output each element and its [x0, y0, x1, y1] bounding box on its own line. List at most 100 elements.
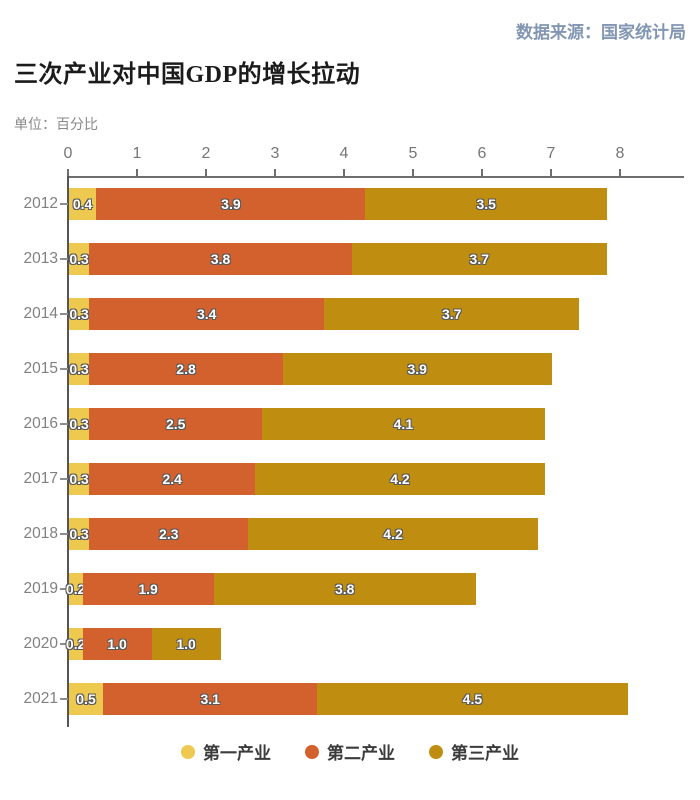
bar-segment-第三产业: 3.7	[324, 298, 580, 330]
bar-segment-第一产业: 0.3	[68, 463, 90, 495]
legend-dot-icon	[305, 744, 319, 759]
bar-value-label: 3.9	[221, 196, 241, 212]
y-axis-tick	[60, 368, 68, 370]
bar-row: 0.2 1.0 1.0	[65, 628, 221, 660]
bar-value-label: 0.4	[72, 196, 93, 212]
bar-value-label: 3.7	[441, 306, 462, 322]
bar-value-label: 3.7	[469, 251, 489, 267]
bar-segment-第一产业: 0.3	[68, 243, 90, 275]
legend-label: 第三产业	[451, 744, 519, 763]
bar-segment-第三产业: 4.5	[317, 683, 628, 715]
x-axis-tick	[619, 169, 621, 176]
y-axis-tick	[60, 258, 68, 260]
year-label: 2019	[23, 580, 58, 597]
bar-segment-第一产业: 0.5	[68, 683, 104, 715]
bar-segment-第一产业: 0.2	[65, 628, 86, 660]
bar-value-label: 2.3	[159, 526, 179, 542]
bar-row: 0.4 3.9 3.5	[68, 188, 607, 220]
x-axis-line	[68, 176, 684, 178]
legend-label: 第一产业	[203, 744, 271, 763]
bar-segment-第三产业: 4.2	[248, 518, 538, 550]
y-axis-tick	[60, 478, 68, 480]
bar-value-label: 0.5	[76, 691, 96, 707]
bar-value-label: 3.4	[197, 306, 217, 322]
bar-segment-第一产业: 0.4	[68, 188, 97, 220]
bar-row: 0.5 3.1 4.5	[68, 683, 628, 715]
bar-value-label: 0.2	[65, 636, 86, 652]
bar-value-label: 1.9	[138, 581, 158, 597]
bar-segment-第一产业: 0.3	[68, 353, 90, 385]
x-axis-tick-label: 5	[408, 145, 418, 162]
legend-item-第一产业: 第一产业	[181, 739, 271, 764]
bar-segment-第二产业: 2.3	[89, 518, 249, 550]
bar-row: 0.3 2.8 3.9	[68, 353, 552, 385]
y-axis-tick	[60, 203, 68, 205]
bar-segment-第二产业: 1.0	[82, 628, 152, 660]
bar-segment-第三产业: 1.0	[151, 628, 221, 660]
bar-segment-第二产业: 1.9	[82, 573, 214, 605]
bar-segment-第一产业: 0.2	[65, 573, 86, 605]
bar-segment-第一产业: 0.3	[68, 408, 90, 440]
bar-row: 0.3 2.5 4.1	[68, 408, 545, 440]
legend-label: 第二产业	[327, 744, 395, 763]
year-label: 2015	[23, 360, 58, 377]
bar-value-label: 4.2	[383, 526, 403, 542]
bar-value-label: 1.0	[107, 636, 127, 652]
bar-row: 0.2 1.9 3.8	[65, 573, 476, 605]
bar-value-label: 0.3	[69, 526, 89, 542]
y-axis-tick	[60, 698, 68, 700]
bar-value-label: 4.5	[462, 691, 483, 707]
bar-segment-第二产业: 3.8	[89, 243, 352, 275]
bar-value-label: 0.3	[69, 251, 89, 267]
x-axis-tick	[274, 169, 276, 176]
x-axis-tick-label: 1	[132, 145, 142, 162]
chart-legend: 第一产业 第二产业 第三产业	[0, 739, 700, 764]
y-axis-tick	[60, 313, 68, 315]
bar-segment-第三产业: 3.7	[351, 243, 607, 275]
year-label: 2016	[23, 415, 58, 432]
bar-value-label: 2.8	[176, 361, 196, 377]
year-label: 2017	[23, 470, 58, 487]
y-axis-tick	[60, 643, 68, 645]
bar-row: 0.3 3.8 3.7	[68, 243, 607, 275]
x-axis-tick	[67, 169, 69, 176]
y-axis-tick	[60, 588, 68, 590]
bar-segment-第三产业: 3.5	[365, 188, 607, 220]
x-axis-tick-label: 3	[270, 145, 280, 162]
bar-segment-第三产业: 3.9	[282, 353, 552, 385]
y-axis-line	[67, 176, 69, 727]
bar-segment-第三产业: 4.1	[261, 408, 545, 440]
x-axis-tick-label: 7	[546, 145, 556, 162]
x-axis-tick	[481, 169, 483, 176]
year-label: 2013	[23, 250, 58, 267]
x-axis-tick-label: 4	[339, 145, 349, 162]
year-label: 2018	[23, 525, 58, 542]
x-axis-tick	[550, 169, 552, 176]
bar-segment-第二产业: 3.9	[96, 188, 366, 220]
bar-segment-第二产业: 2.8	[89, 353, 283, 385]
x-axis-tick-label: 0	[63, 145, 73, 162]
x-axis-tick-label: 6	[477, 145, 487, 162]
bar-value-label: 2.5	[165, 416, 186, 432]
year-label: 2014	[23, 305, 58, 322]
bar-value-label: 0.3	[69, 471, 89, 487]
unit-label: 单位：百分比	[14, 116, 98, 132]
legend-dot-icon	[181, 744, 195, 759]
bar-value-label: 0.3	[69, 361, 89, 377]
x-axis-tick-label: 2	[201, 145, 211, 162]
data-source-label: 数据来源：国家统计局	[516, 23, 686, 42]
legend-item-第二产业: 第二产业	[305, 739, 395, 764]
bar-segment-第一产业: 0.3	[68, 518, 90, 550]
bar-value-label: 0.2	[65, 581, 86, 597]
x-axis-tick-label: 8	[615, 145, 625, 162]
bar-row: 0.3 2.3 4.2	[68, 518, 538, 550]
bar-segment-第二产业: 2.5	[89, 408, 262, 440]
bar-segment-第三产业: 4.2	[255, 463, 545, 495]
x-axis-tick	[205, 169, 207, 176]
x-axis-tick	[343, 169, 345, 176]
year-label: 2012	[23, 195, 58, 212]
bar-value-label: 1.0	[176, 636, 196, 652]
bar-segment-第二产业: 3.4	[89, 298, 325, 330]
bar-value-label: 3.8	[335, 581, 355, 597]
